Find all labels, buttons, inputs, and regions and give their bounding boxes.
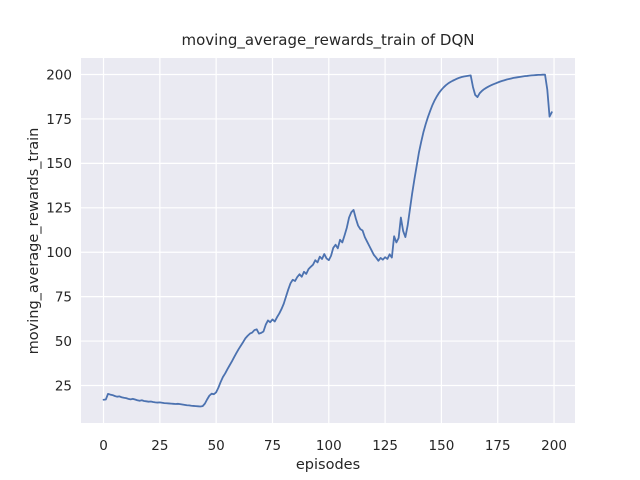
x-tick-label: 100 bbox=[316, 438, 342, 454]
x-tick-label: 25 bbox=[151, 438, 168, 454]
x-tick-label: 200 bbox=[541, 438, 567, 454]
x-tick-label: 0 bbox=[99, 438, 108, 454]
y-tick-label: 150 bbox=[46, 156, 72, 172]
x-tick-label: 125 bbox=[372, 438, 398, 454]
x-tick-label: 175 bbox=[485, 438, 511, 454]
y-tick-label: 200 bbox=[46, 67, 72, 83]
y-tick-label: 100 bbox=[46, 245, 72, 261]
y-tick-label: 175 bbox=[46, 112, 72, 128]
series-line-moving_average_rewards_train bbox=[102, 73, 553, 408]
x-axis-label: episodes bbox=[295, 457, 361, 473]
x-tick-label: 50 bbox=[208, 438, 225, 454]
chart-title: moving_average_rewards_train of DQN bbox=[181, 31, 475, 49]
x-tick-label: 150 bbox=[429, 438, 455, 454]
plot-background bbox=[81, 58, 575, 423]
y-tick-label: 25 bbox=[55, 378, 72, 394]
y-tick-label: 75 bbox=[55, 289, 72, 305]
y-tick-label: 125 bbox=[46, 201, 72, 217]
y-tick-label: 50 bbox=[55, 334, 72, 350]
y-axis-label: moving_average_rewards_train bbox=[26, 127, 42, 355]
x-tick-label: 75 bbox=[264, 438, 281, 454]
